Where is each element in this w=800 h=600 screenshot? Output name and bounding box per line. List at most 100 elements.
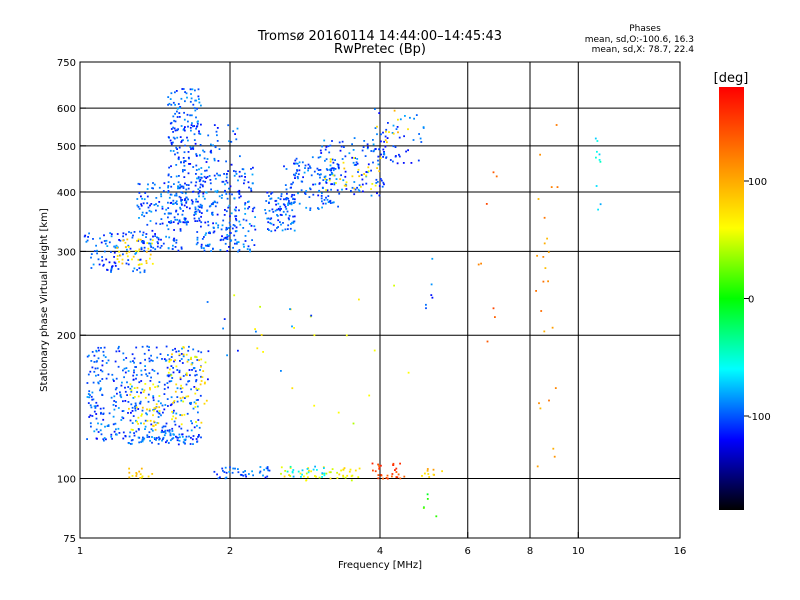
- data-point: [354, 469, 357, 472]
- data-point: [435, 515, 438, 518]
- data-point: [140, 414, 143, 417]
- data-point: [146, 375, 149, 377]
- data-point: [150, 246, 153, 248]
- data-point: [122, 232, 125, 235]
- data-point: [217, 174, 220, 177]
- data-point: [99, 387, 102, 390]
- data-point: [323, 474, 326, 477]
- colorbar-tick-label: -100: [748, 412, 771, 423]
- data-point: [234, 467, 236, 470]
- data-point: [163, 393, 166, 395]
- data-point: [351, 175, 354, 178]
- data-point: [309, 165, 311, 168]
- data-point: [277, 219, 280, 222]
- data-point: [200, 173, 203, 175]
- data-point: [276, 208, 278, 211]
- data-point: [185, 383, 188, 386]
- data-point: [382, 148, 385, 151]
- data-point: [399, 118, 402, 121]
- data-point: [232, 246, 234, 249]
- data-point: [378, 112, 381, 114]
- data-point: [209, 232, 211, 235]
- data-point: [234, 238, 237, 241]
- data-point: [170, 128, 173, 130]
- data-point: [93, 405, 96, 408]
- data-point: [203, 236, 205, 238]
- data-point: [139, 258, 142, 261]
- data-point: [292, 221, 295, 224]
- data-point: [280, 472, 282, 475]
- data-point: [223, 318, 226, 320]
- data-point: [114, 246, 117, 249]
- data-point: [194, 208, 197, 210]
- data-point: [203, 247, 205, 250]
- data-point: [238, 192, 241, 194]
- data-point: [122, 253, 124, 256]
- data-point: [247, 245, 250, 248]
- data-point: [314, 465, 316, 468]
- data-point: [173, 127, 176, 130]
- data-point: [198, 211, 201, 213]
- data-point: [251, 210, 254, 213]
- data-point: [120, 384, 123, 387]
- data-point: [220, 197, 223, 199]
- data-point: [183, 176, 186, 178]
- data-point: [192, 103, 195, 106]
- data-point: [193, 386, 196, 388]
- data-point: [367, 166, 370, 169]
- data-point: [96, 360, 98, 362]
- data-point: [168, 360, 171, 363]
- data-point: [298, 169, 301, 172]
- data-point: [118, 432, 121, 434]
- data-point: [259, 466, 262, 468]
- data-point: [186, 429, 189, 432]
- data-point: [221, 224, 224, 227]
- data-point: [384, 139, 387, 142]
- data-point: [190, 363, 193, 366]
- data-point: [228, 221, 231, 224]
- data-point: [205, 191, 208, 194]
- data-point: [279, 198, 282, 201]
- data-point: [331, 167, 334, 169]
- data-point: [113, 395, 116, 398]
- data-point: [95, 350, 98, 353]
- data-point: [385, 128, 388, 131]
- data-point: [183, 118, 186, 121]
- data-point: [308, 196, 311, 198]
- data-point: [181, 192, 184, 194]
- data-point: [141, 413, 143, 416]
- data-point: [137, 408, 140, 410]
- data-point: [162, 436, 165, 439]
- data-point: [162, 425, 165, 428]
- data-point: [179, 360, 181, 362]
- data-point: [156, 385, 159, 388]
- data-point: [480, 262, 482, 265]
- data-point: [140, 380, 143, 382]
- data-point: [176, 116, 179, 118]
- data-point: [392, 124, 395, 127]
- data-point: [188, 435, 190, 438]
- data-point: [182, 210, 184, 212]
- data-point: [101, 378, 104, 380]
- data-point: [363, 173, 365, 175]
- data-point: [213, 227, 215, 229]
- data-point: [158, 436, 160, 439]
- data-point: [405, 150, 407, 153]
- data-point: [426, 498, 429, 500]
- data-point: [237, 349, 239, 352]
- data-point: [289, 227, 292, 230]
- data-point: [328, 177, 331, 180]
- data-point: [207, 350, 210, 353]
- data-point: [176, 203, 178, 205]
- data-point: [129, 247, 132, 250]
- data-point: [130, 403, 133, 406]
- data-point: [547, 280, 549, 283]
- data-point: [344, 170, 347, 173]
- data-point: [201, 184, 204, 187]
- data-point: [147, 349, 150, 352]
- data-point: [155, 346, 158, 349]
- data-point: [281, 214, 283, 216]
- data-point: [378, 194, 381, 197]
- data-point: [280, 370, 282, 372]
- data-point: [194, 206, 197, 209]
